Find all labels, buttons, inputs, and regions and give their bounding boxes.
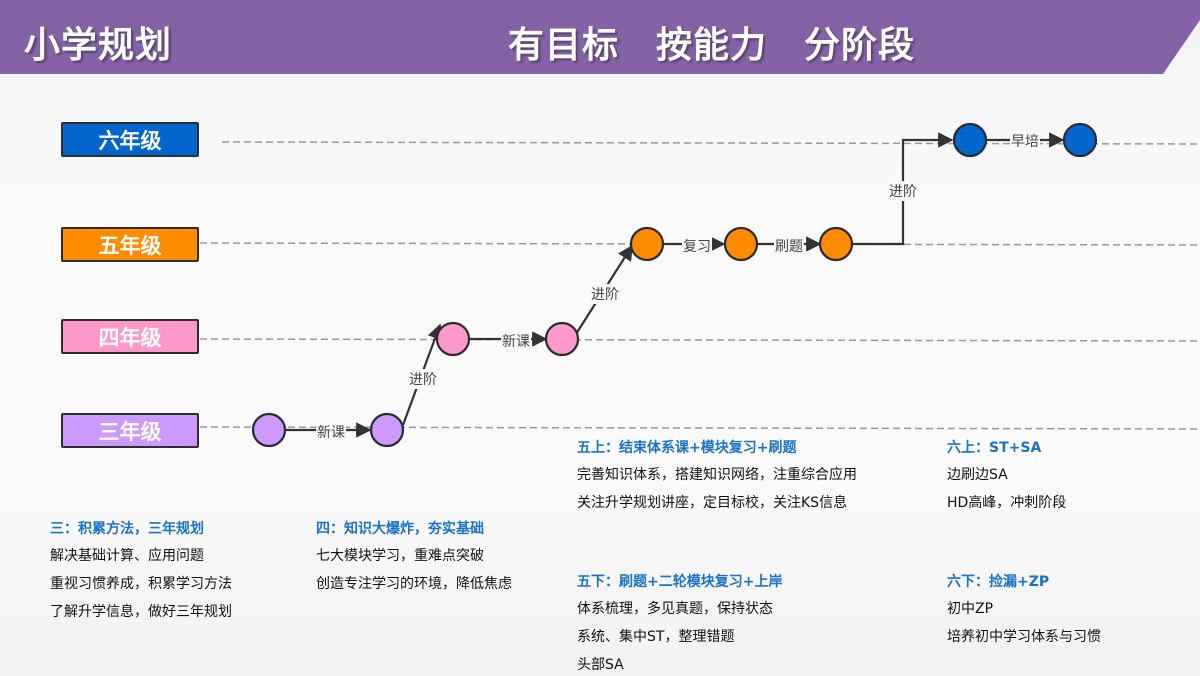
edge-label-g5-review: 复习 <box>682 236 712 256</box>
info-grade4-title: 四：知识大爆炸，夯实基础 <box>316 521 484 537</box>
grade3-guide-line <box>199 426 1200 430</box>
edge-label-g6-early: 早培 <box>1010 131 1040 151</box>
info-grade6-up-title: 六上：ST+SA <box>947 440 1042 456</box>
page-title: 小学规划 <box>24 25 173 66</box>
grade-label-6: 六年级 <box>61 122 199 157</box>
grade3-node-1 <box>251 412 287 448</box>
grade5-node-3 <box>818 226 854 262</box>
info-grade6-down-title: 六下：捡漏+ZP <box>947 574 1050 590</box>
edge-label-g5-drill: 刷题 <box>774 236 804 256</box>
header-banner <box>0 0 1200 74</box>
edge-label-g4-advance: 进阶 <box>590 284 620 304</box>
info-grade6-down: 六下：捡漏+ZP 初中ZP 培养初中学习体系与习惯 <box>947 571 1101 656</box>
grade6-guide-line <box>221 141 1200 145</box>
grade-label-4: 四年级 <box>61 319 199 354</box>
grade3-node-2 <box>369 412 405 448</box>
info-grade6-up-line: HD高峰，冲刺阶段 <box>947 495 1067 511</box>
edge-label-g4-new: 新课 <box>501 331 531 351</box>
grade-label-3: 三年级 <box>61 413 199 448</box>
info-grade6-down-line: 培养初中学习体系与习惯 <box>947 629 1101 645</box>
grade4-node-1 <box>435 321 471 357</box>
info-grade6-up-line: 边刷边SA <box>947 467 1008 483</box>
info-grade3: 三：积累方法，三年规划 解决基础计算、应用问题 重视习惯养成，积累学习方法 了解… <box>50 518 232 631</box>
page-slogan: 有目标 按能力 分阶段 <box>508 25 916 66</box>
grade-label-5: 五年级 <box>61 227 199 262</box>
info-grade5-down-line: 系统、集中ST，整理错题 <box>577 629 735 645</box>
grade4-node-2 <box>544 321 580 357</box>
grade6-node-2 <box>1062 122 1098 158</box>
info-grade5-down-line: 头部SA <box>577 657 624 673</box>
info-grade3-title: 三：积累方法，三年规划 <box>50 521 204 537</box>
info-grade5-up-line: 完善知识体系，搭建知识网络，注重综合应用 <box>577 467 857 483</box>
grade5-node-1 <box>629 226 665 262</box>
grade4-guide-line <box>199 338 1200 342</box>
info-grade3-line: 解决基础计算、应用问题 <box>50 548 204 564</box>
edge-label-g3-advance: 进阶 <box>408 369 438 389</box>
info-grade6-up: 六上：ST+SA 边刷边SA HD高峰，冲刺阶段 <box>947 437 1066 522</box>
info-grade4: 四：知识大爆炸，夯实基础 七大模块学习，重难点突破 创造专注学习的环境，降低焦虑 <box>316 518 512 603</box>
edge-label-g5-advance: 进阶 <box>888 181 918 201</box>
info-grade3-line: 重视习惯养成，积累学习方法 <box>50 576 232 592</box>
info-grade3-line: 了解升学信息，做好三年规划 <box>50 604 232 620</box>
info-grade5-down-line: 体系梳理，多见真题，保持状态 <box>577 601 773 617</box>
edge-label-g3-new: 新课 <box>316 422 346 442</box>
info-grade5-up-title: 五上：结束体系课+模块复习+刷题 <box>577 440 797 456</box>
info-grade5-up-line: 关注升学规划讲座，定目标校，关注KS信息 <box>577 495 848 511</box>
info-grade6-down-line: 初中ZP <box>947 601 994 617</box>
grade6-node-1 <box>952 122 988 158</box>
info-grade5-down: 五下：刷题+二轮模块复习+上岸 体系梳理，多见真题，保持状态 系统、集中ST，整… <box>577 571 782 676</box>
grade5-node-2 <box>723 226 759 262</box>
info-grade4-line: 七大模块学习，重难点突破 <box>316 548 484 564</box>
info-grade4-line: 创造专注学习的环境，降低焦虑 <box>316 576 512 592</box>
info-grade5-up: 五上：结束体系课+模块复习+刷题 完善知识体系，搭建知识网络，注重综合应用 关注… <box>577 437 857 522</box>
info-grade5-down-title: 五下：刷题+二轮模块复习+上岸 <box>577 574 783 590</box>
